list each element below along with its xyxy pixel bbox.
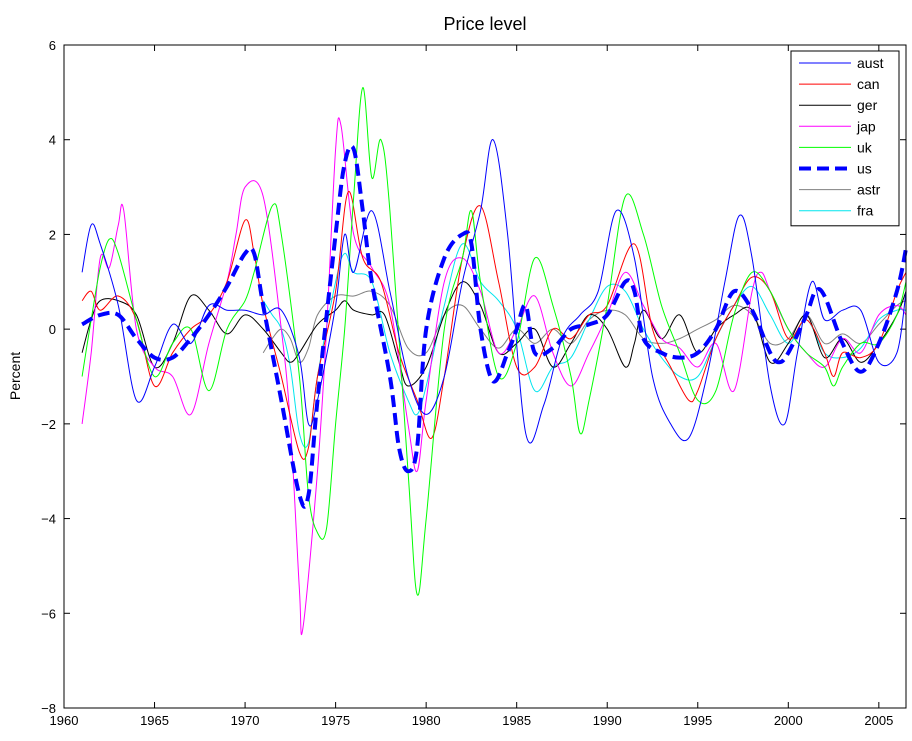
legend-label-ger: ger: [857, 97, 878, 113]
legend-label-jap: jap: [856, 118, 876, 134]
y-tick-label: −6: [41, 606, 56, 621]
y-tick-label: −2: [41, 417, 56, 432]
legend-label-fra: fra: [857, 203, 874, 219]
x-tick-label: 2000: [774, 713, 803, 728]
y-tick-label: 0: [49, 322, 56, 337]
y-tick-label: −4: [41, 512, 56, 527]
legend-label-uk: uk: [857, 139, 873, 155]
legend-label-astr: astr: [857, 182, 881, 198]
x-tick-label: 1980: [412, 713, 441, 728]
y-tick-label: 2: [49, 227, 56, 242]
y-axis-title: Percent: [7, 352, 23, 400]
x-tick-label: 1990: [593, 713, 622, 728]
legend-box: [790, 50, 900, 227]
series-line-uk: [81, 87, 907, 596]
axis-ticks: 1960 1965 1970 1975 1980 1985 1990 1995 2000 2005…: [41, 38, 906, 728]
series-line-jap: [81, 117, 907, 636]
series-line-aust: [81, 139, 907, 444]
series-line-ger: [81, 281, 907, 387]
plot-frame: [63, 44, 907, 709]
x-tick-label: 1975: [321, 713, 350, 728]
series-line-us: [81, 144, 908, 509]
y-tick-label: 4: [49, 133, 56, 148]
legend-label-aust: aust: [857, 55, 884, 71]
series-layer: [81, 87, 908, 636]
y-tick-label: −8: [41, 701, 56, 716]
plot-area: [64, 45, 906, 708]
legend-label-us: us: [857, 161, 872, 177]
x-tick-label: 1995: [683, 713, 712, 728]
y-tick-label: 6: [49, 38, 56, 53]
x-tick-label: 1970: [231, 713, 260, 728]
x-tick-label: 1965: [140, 713, 169, 728]
legend-label-can: can: [857, 76, 880, 92]
x-tick-label: 1960: [50, 713, 79, 728]
legend: aust can ger jap uk us astr fra: [790, 50, 900, 227]
chart-title: Price level: [443, 14, 526, 34]
x-tick-label: 2005: [864, 713, 893, 728]
x-tick-label: 1985: [502, 713, 531, 728]
